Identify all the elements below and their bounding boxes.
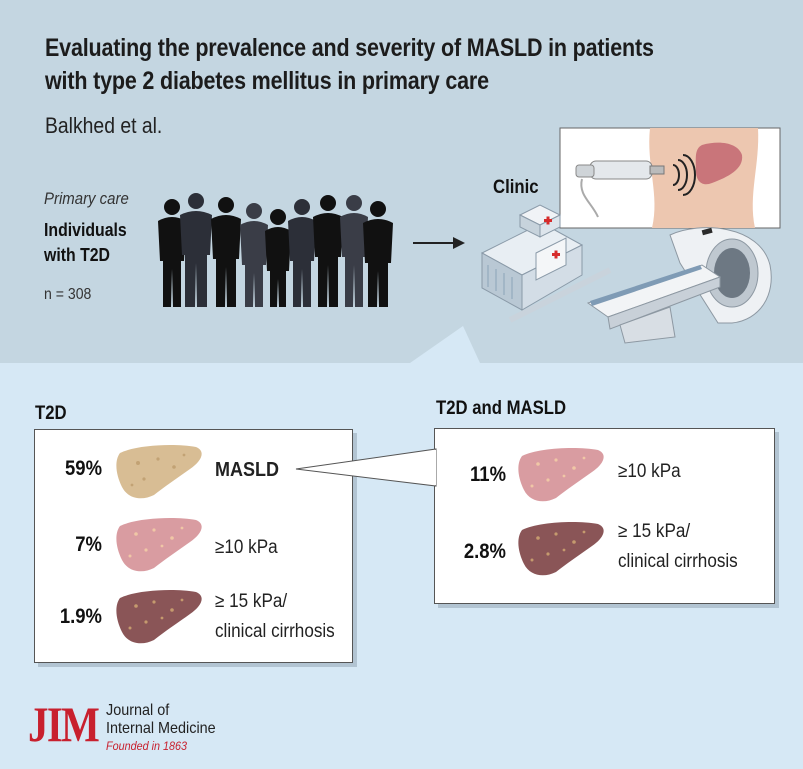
t2d-heading: T2D [35,403,67,424]
fatty-liver-icon [116,445,202,499]
page-title: Evaluating the prevalence and severity o… [45,34,654,95]
t2d-cirrhosis-label-2: clinical cirrhosis [215,621,335,642]
masld-10kpa-pct: 11% [470,463,506,486]
t2d-masld-panel [434,428,775,604]
t2d-masld-label: MASLD [215,459,279,481]
journal-name-line1: Journal of [106,702,170,719]
authors: Balkhed et al. [45,113,163,138]
cirrhotic-liver-icon [518,522,604,576]
setting-label: Primary care [44,189,129,208]
t2d-10kpa-pct: 7% [75,533,102,556]
clinic-illustration [480,127,781,344]
masld-cirrhosis-label: ≥ 15 kPa/ [618,521,691,542]
journal-tagline: Founded in 1863 [106,739,188,753]
t2d-masld-pct: 59% [65,457,102,480]
t2d-cirrhosis-label: ≥ 15 kPa/ [215,591,288,612]
clinic-label: Clinic [493,177,539,198]
t2d-10kpa-label: ≥10 kPa [215,537,278,558]
fibrotic-liver-icon [116,518,202,572]
cirrhotic-liver-icon [116,590,202,644]
t2d-masld-heading: T2D and MASLD [436,398,567,419]
sample-size: n = 308 [44,286,92,303]
arrow-right-icon [413,237,465,249]
masld-10kpa-label: ≥10 kPa [618,461,681,482]
t2d-cirrhosis-pct: 1.9% [59,605,102,628]
cohort-label: Individuals with T2D [44,220,127,265]
fibrotic-liver-icon [518,448,604,502]
jim-logo: JIM [28,696,100,752]
callout-wedge [410,326,480,363]
hospital-building-icon [480,204,612,323]
ct-scanner-icon [586,227,772,344]
masld-cirrhosis-pct: 2.8% [463,540,506,563]
masld-cirrhosis-label-2: clinical cirrhosis [618,551,738,572]
people-silhouettes-icon [158,193,393,307]
ultrasound-scan-icon [559,127,781,229]
journal-name-line2: Internal Medicine [106,720,216,737]
